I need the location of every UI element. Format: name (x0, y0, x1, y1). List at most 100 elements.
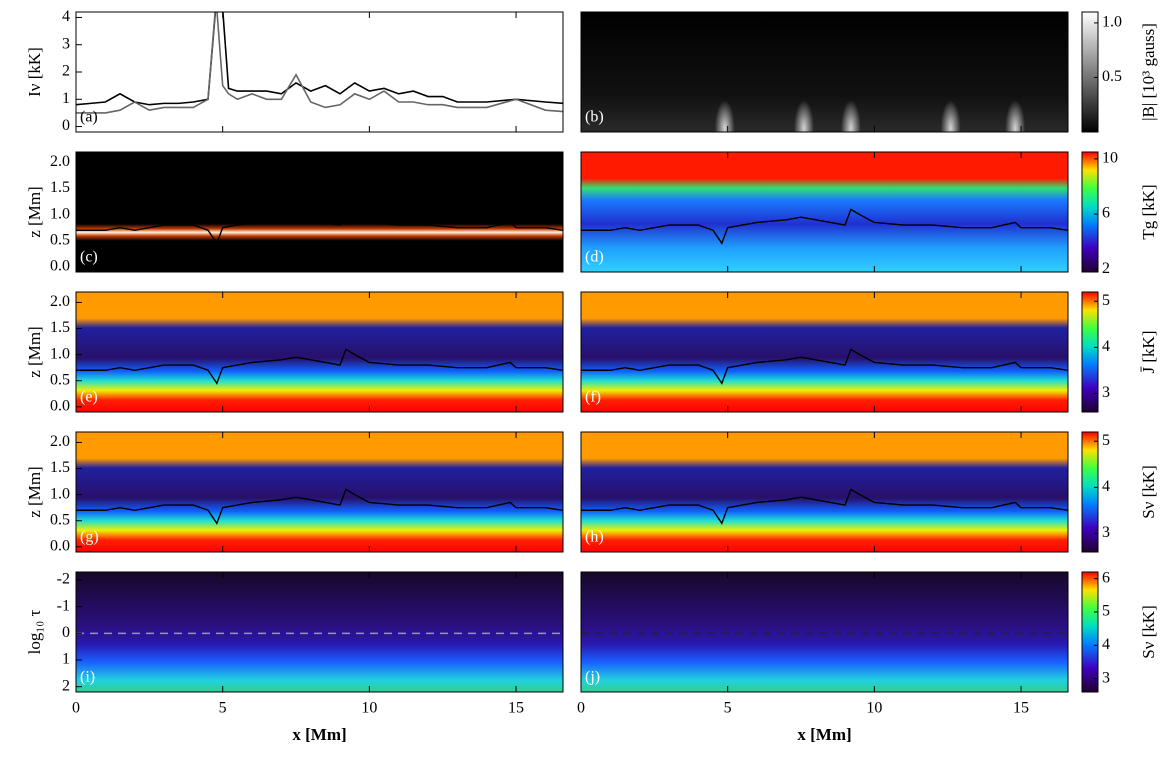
x-tick-label: 10 (866, 700, 882, 717)
panel-frame (75, 571, 564, 693)
colorbar (1081, 431, 1099, 553)
field-spot (714, 100, 735, 156)
heatmap-image (76, 152, 563, 272)
y-tick-label: 3 (62, 35, 70, 52)
y-axis-label: Iν [kK] (25, 47, 44, 97)
panel-frame (75, 291, 564, 413)
heatmap-image (581, 432, 1068, 552)
heatmap-image (581, 292, 1068, 412)
y-tick-label: 1.5 (50, 459, 70, 476)
panel-label: (e) (80, 389, 98, 406)
y-tick-label: 1.0 (50, 205, 70, 222)
field-spot (840, 100, 861, 156)
heatmap-image (581, 572, 1068, 692)
y-tick-label: 2 (62, 63, 70, 80)
y-tick-label: 2.0 (50, 293, 70, 310)
tau-unity-line (76, 488, 564, 525)
colorbar-tick-label: 5 (1102, 292, 1110, 309)
y-tick-label: 1.5 (50, 319, 70, 336)
y-tick-label: 2.0 (50, 153, 70, 170)
y-tick-label: 2.0 (50, 433, 70, 450)
y-tick-label: 0.5 (50, 231, 70, 248)
colorbar-tick-label: 0.5 (1102, 68, 1122, 85)
y-tick-label: 1.0 (50, 485, 70, 502)
colorbar-label: |B| [10³ gauss] (1139, 23, 1158, 121)
y-tick-label: 0 (62, 624, 70, 641)
x-tick-label: 15 (508, 700, 524, 717)
tau-unity-line (581, 208, 1069, 245)
x-tick-label: 0 (577, 700, 585, 717)
colorbar-tick-label: 10 (1102, 150, 1118, 167)
colorbar-label: Sν [kK] (1139, 605, 1158, 659)
panel-frame (580, 11, 1069, 133)
y-tick-label: 0 (62, 117, 70, 134)
panel-label: (g) (80, 529, 99, 546)
y-tick-label: 0.0 (50, 257, 70, 274)
x-axis-label: x [Mm] (292, 725, 346, 744)
y-axis-label: z [Mm] (25, 186, 44, 237)
x-axis-label: x [Mm] (797, 725, 851, 744)
panel-label: (h) (585, 529, 604, 546)
panel-frame (75, 151, 564, 273)
colorbar-tick-label: 5 (1102, 432, 1110, 449)
intensity-line (76, 12, 563, 114)
colorbar-tick-label: 4 (1102, 636, 1110, 653)
y-tick-label: 1 (62, 90, 70, 107)
intensity-line (76, 12, 563, 106)
panel-frame (580, 571, 1069, 693)
panel-label: (j) (585, 669, 600, 686)
colorbar-tick-label: 2 (1102, 260, 1110, 277)
colorbar-tick-label: 6 (1102, 569, 1110, 586)
heatmap-image (76, 432, 563, 552)
panel-frame (75, 11, 564, 133)
y-tick-label: 0.0 (50, 537, 70, 554)
colorbar-label: Tg [kK] (1139, 184, 1158, 239)
panel-frame (580, 151, 1069, 273)
colorbar-tick-label: 3 (1102, 524, 1110, 541)
panel-label: (a) (80, 109, 98, 126)
colorbar-tick-label: 5 (1102, 603, 1110, 620)
x-tick-label: 5 (724, 700, 732, 717)
panel-label: (b) (585, 109, 604, 126)
tau-unity-line (76, 348, 564, 385)
colorbar (1081, 11, 1099, 133)
field-spot (793, 100, 814, 156)
colorbar-tick-label: 4 (1102, 338, 1110, 355)
panel-label: (c) (80, 249, 98, 266)
colorbar-tick-label: 3 (1102, 669, 1110, 686)
y-tick-label: 4 (62, 8, 70, 25)
x-tick-label: 10 (361, 700, 377, 717)
colorbar-label: J̄ [kK] (1139, 331, 1158, 374)
x-tick-label: 15 (1013, 700, 1029, 717)
heatmap-image (76, 572, 563, 692)
colorbar-tick-label: 4 (1102, 478, 1110, 495)
y-axis-label: z [Mm] (25, 326, 44, 377)
heatmap-image (76, 292, 563, 412)
y-tick-label: 1 (62, 651, 70, 668)
field-spot (1005, 100, 1026, 156)
tau-unity-line (76, 208, 564, 245)
plot-area (76, 12, 563, 114)
y-tick-label: 1.0 (50, 345, 70, 362)
y-tick-label: 0.0 (50, 397, 70, 414)
y-tick-label: 0.5 (50, 511, 70, 528)
panel-frame (580, 291, 1069, 413)
panel-label: (d) (585, 249, 604, 266)
tau-unity-line (581, 348, 1069, 385)
colorbar (1081, 291, 1099, 413)
x-tick-label: 5 (219, 700, 227, 717)
y-axis-label: log₁₀ τ (25, 610, 44, 655)
colorbar-tick-label: 6 (1102, 205, 1110, 222)
colorbar (1081, 571, 1099, 693)
panel-label: (i) (80, 669, 95, 686)
heatmap-image (581, 152, 1068, 272)
colorbar-tick-label: 3 (1102, 384, 1110, 401)
y-tick-label: 1.5 (50, 179, 70, 196)
y-tick-label: 0.5 (50, 371, 70, 388)
colorbar-label: Sν [kK] (1139, 465, 1158, 519)
panel-frame (75, 431, 564, 553)
y-tick-label: -2 (57, 571, 70, 588)
colorbar-tick-label: 1.0 (1102, 14, 1122, 31)
heatmap-image (581, 12, 1068, 132)
